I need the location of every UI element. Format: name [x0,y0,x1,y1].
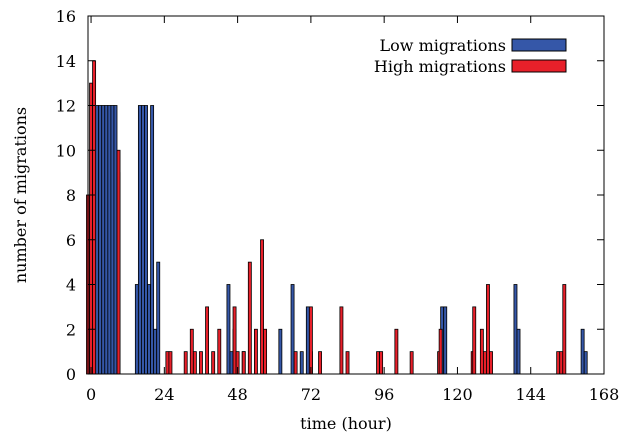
bar-high-36 [489,351,493,375]
bar-low-4 [101,105,106,375]
bar-high-27 [394,328,399,375]
x-tick-label-0: 0 [86,385,96,404]
bar-low-7 [110,105,115,375]
bar-low-23 [290,284,295,375]
bar-low-3 [98,105,103,375]
bar-high-6 [183,351,188,375]
legend-label-low: Low migrations [380,36,506,55]
bar-high-25 [376,351,380,375]
bar-high-8 [192,351,197,375]
bar-low-14 [147,284,151,375]
bar-high-19 [263,328,268,375]
bar-high-11 [211,351,216,375]
bar-high-38 [559,351,564,375]
bar-high-32 [472,306,477,375]
bar-high-17 [253,328,258,375]
y-tick-label-3: 6 [66,231,76,250]
y-tick-label-2: 4 [66,276,76,295]
bar-high-15 [241,351,246,375]
y-tick-label-4: 8 [66,186,76,205]
bar-low-15 [150,105,155,375]
bar-high-2 [92,60,97,375]
bar-low-25 [305,306,310,375]
bar-high-33 [479,328,484,375]
bar-high-39 [562,284,567,375]
bar-high-28 [409,351,414,375]
legend-label-high: High migrations [374,57,506,76]
bar-high-34 [482,351,487,375]
bar-high-24 [345,351,350,375]
bar-low-24 [299,351,304,375]
bar-low-13 [144,105,148,375]
bar-low-6 [107,105,112,375]
bar-high-4 [165,351,170,375]
bar-high-1 [89,82,93,375]
y-tick-label-1: 2 [66,320,76,339]
bar-high-20 [293,351,298,375]
x-tick-label-4: 96 [374,385,394,404]
bar-high-5 [168,351,173,375]
bar-low-5 [104,105,109,375]
bar-high-3 [116,149,121,375]
bar-high-16 [247,261,252,375]
x-tick-label-1: 24 [154,385,174,404]
bar-low-10 [134,284,139,375]
bar-low-11 [137,105,142,375]
y-tick-label-0: 0 [66,365,76,384]
bar-low-28 [443,306,448,375]
bar-low-2 [95,105,100,375]
bar-low-17 [156,261,161,375]
bar-low-29 [513,284,518,375]
bar-low-8 [113,105,118,375]
bar-low-18 [226,284,231,375]
bar-high-26 [379,351,384,375]
y-tick-label-7: 14 [56,52,76,71]
bar-low-16 [153,328,158,375]
bar-high-35 [486,284,490,375]
bar-high-22 [318,351,322,375]
bar-high-21 [308,306,313,375]
bar-high-9 [199,351,203,375]
x-tick-label-5: 120 [442,385,473,404]
y-axis-label: number of migrations [11,107,30,283]
legend-swatch-low [511,38,567,52]
legend: Low migrations High migrations [374,36,567,76]
x-tick-label-6: 144 [515,385,546,404]
x-tick-label-3: 72 [301,385,321,404]
bar-low-31 [580,328,585,375]
bar-high-13 [232,306,237,375]
y-tick-label-5: 10 [56,141,76,160]
axis-ticks [88,15,605,375]
bar-high-18 [260,239,264,375]
x-tick-label-7: 168 [589,385,620,404]
bar-high-12 [217,328,222,375]
bar-high-7 [189,328,194,375]
x-axis-label: time (hour) [300,414,392,433]
bar-low-32 [583,351,588,375]
legend-swatch-high [511,59,567,73]
bars-low-migrations [89,105,588,375]
bar-high-37 [556,351,561,375]
y-tick-label-6: 12 [56,97,76,116]
bar-high-10 [205,306,210,375]
bar-low-19 [229,351,234,375]
x-tick-label-2: 48 [227,385,247,404]
bar-low-30 [516,328,521,375]
y-tick-label-8: 16 [56,7,76,26]
bar-high-30 [438,328,443,375]
bar-low-22 [278,328,283,375]
bar-high-23 [339,306,344,375]
bar-low-12 [141,105,145,375]
